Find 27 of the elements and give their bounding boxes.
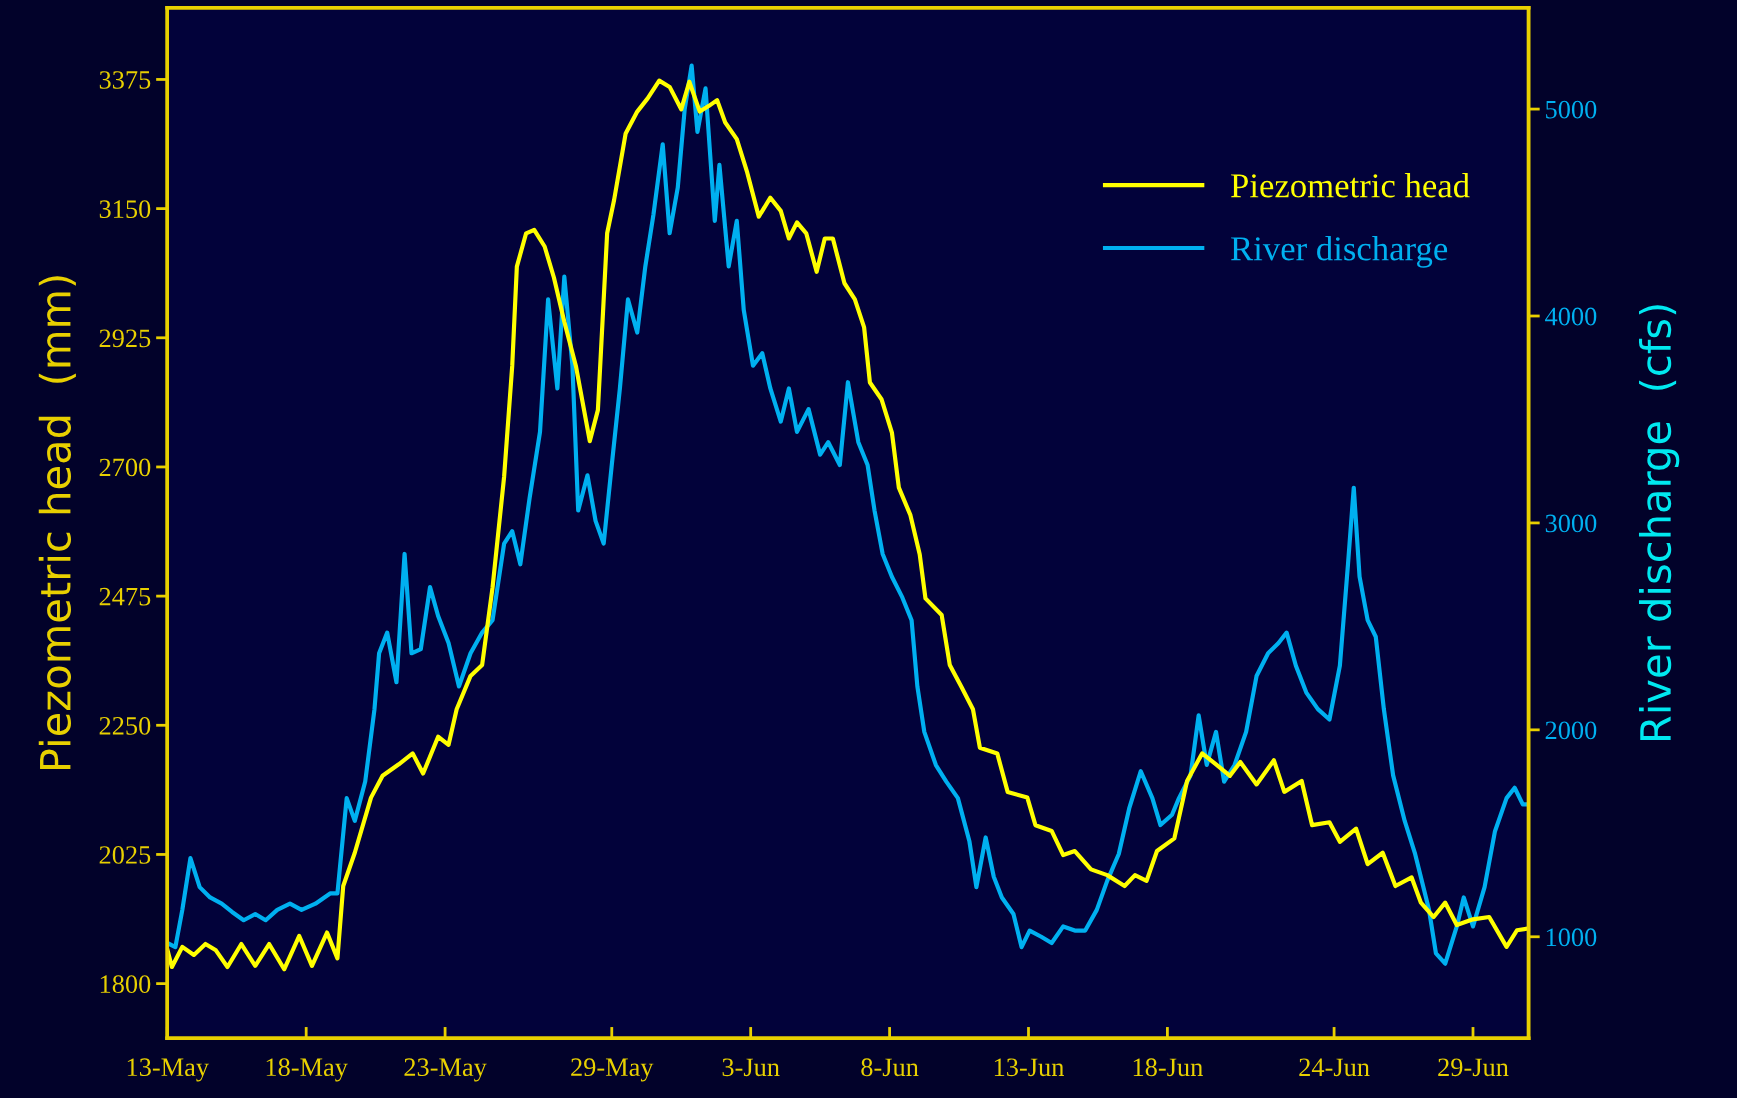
y-tick-label: 2925	[99, 329, 151, 348]
x-tick-label: 8-Jun	[861, 1058, 919, 1077]
y2-tick-label: 4000	[1545, 307, 1597, 326]
y-tick-label: 2475	[99, 587, 151, 606]
y2-tick-label: 2000	[1545, 721, 1597, 740]
y-axis-title: Piezometric head (mm)	[38, 276, 76, 770]
y-tick-label: 1800	[100, 975, 151, 994]
x-tick-label: 18-Jun	[1133, 1058, 1203, 1077]
x-tick-label: 29-Jun	[1438, 1058, 1509, 1077]
x-tick-label: 18-May	[266, 1058, 348, 1082]
legend-label: River discharge	[1231, 236, 1448, 268]
x-tick-label: 13-May	[127, 1058, 209, 1082]
y2-tick-label: 3000	[1545, 514, 1597, 533]
y-tick-label: 2025	[99, 846, 151, 864]
y-tick-label: 2250	[99, 716, 151, 735]
x-tick-label: 29-May	[571, 1058, 654, 1082]
y-tick-label: 3150	[99, 200, 151, 219]
x-tick-label: 23-May	[404, 1058, 487, 1082]
x-tick-label: 24-Jun	[1299, 1058, 1370, 1077]
legend-label: Piezometric head	[1231, 173, 1470, 198]
y2-tick-label: 5000	[1546, 100, 1597, 119]
x-tick-label: 3-Jun	[722, 1058, 780, 1077]
y2-axis-title: River discharge (cfs)	[1638, 305, 1680, 741]
y2-tick-label: 1000	[1546, 928, 1597, 947]
y-tick-label: 2700	[99, 458, 151, 477]
x-tick-label: 13-Jun	[994, 1058, 1065, 1077]
y-tick-label: 3375	[99, 71, 151, 89]
